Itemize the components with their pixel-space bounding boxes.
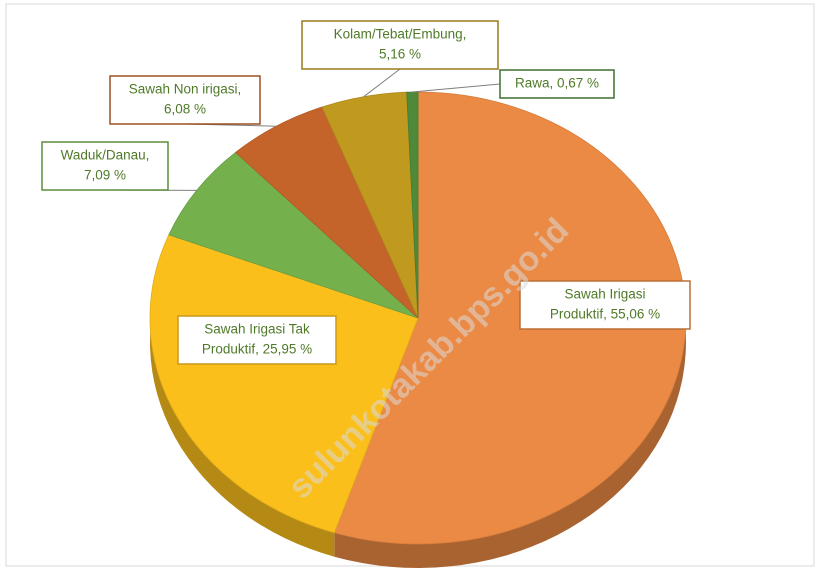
data-label: Kolam/Tebat/Embung, [334,27,467,42]
slice [149,234,419,534]
data-label: Produktif, 55,06 % [550,307,660,322]
label-box [499,69,615,99]
label-box [41,141,169,191]
data-label: Sawah Irigasi Tak [204,322,310,337]
label-box [301,20,499,70]
label-box [109,75,261,125]
data-label: Produktif, 25,95 % [202,342,312,357]
slice [333,91,687,545]
data-label: 7,09 % [84,168,126,183]
leader-line [412,83,501,93]
slice-side [149,234,335,557]
data-label: 5,16 % [379,47,421,62]
data-label: Sawah Irigasi [564,287,645,302]
data-label: 6,08 % [164,102,206,117]
data-label: Rawa, 0,67 % [515,76,599,91]
label-box [177,315,337,365]
slice [168,151,419,319]
data-label: Sawah Non irigasi, [129,82,242,97]
leader-line [363,68,401,98]
label-box [519,280,691,330]
data-label: Waduk/Danau, [61,148,150,163]
